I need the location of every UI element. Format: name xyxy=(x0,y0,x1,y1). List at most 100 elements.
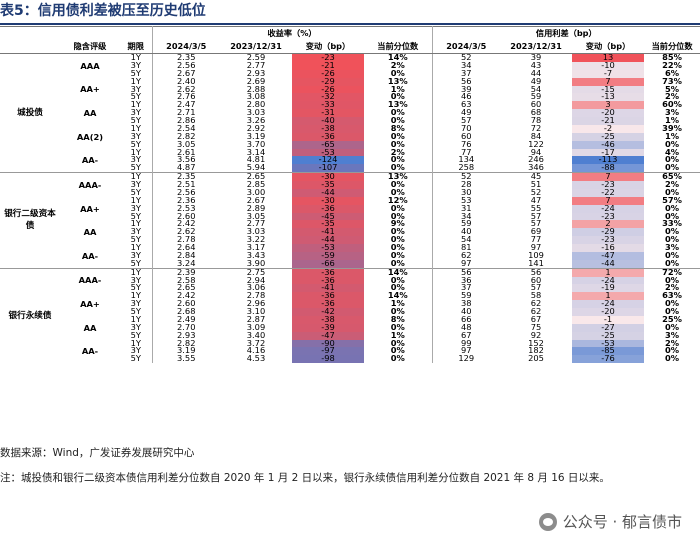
yield-change: -45 xyxy=(292,212,364,221)
spread-change: -21 xyxy=(572,117,645,125)
spread-current: 56 xyxy=(432,267,501,277)
spread-current: 99 xyxy=(461,339,472,348)
spread-current: 97 xyxy=(461,259,472,268)
spread-percentile: 60% xyxy=(662,101,682,110)
spread-change: -53 xyxy=(572,339,645,348)
yield-change: -36 xyxy=(292,276,364,285)
header-yield-change: 变动（bp） xyxy=(292,40,364,54)
yield-change: -53 xyxy=(292,244,364,252)
spread-prev: 182 xyxy=(528,347,544,356)
spread-current: 49 xyxy=(461,109,472,117)
term-cell: 5Y xyxy=(120,259,153,269)
table-row: 5Y 2.60 3.05 -45 0% 34 57 -23 0% xyxy=(0,212,700,221)
spread-change: -24 xyxy=(572,300,645,308)
spread-percentile: 2% xyxy=(665,181,680,189)
yield-change: -21 xyxy=(292,61,364,70)
spread-current: 38 xyxy=(461,300,472,308)
table-row: AA- 1Y 2.61 3.14 -53 2% 77 94 -17 4% xyxy=(0,148,700,165)
table-row: 3Y 2.51 2.85 -35 0% 28 51 -23 2% xyxy=(0,181,700,189)
spread-prev: 39 xyxy=(530,53,542,62)
spread-change: -15 xyxy=(572,85,645,94)
yield-prev: 3.43 xyxy=(246,251,266,260)
spread-percentile: 0% xyxy=(665,323,680,332)
yield-current: 2.71 xyxy=(177,109,196,117)
spread-current: 67 xyxy=(461,331,472,340)
yield-current: 2.65 xyxy=(177,284,196,293)
term-cell: 1Y xyxy=(120,244,153,252)
yield-current: 2.35 xyxy=(177,53,196,62)
term-cell: 3Y xyxy=(120,251,153,260)
spread-prev: 51 xyxy=(530,181,542,189)
table-row: 3Y 3.19 4.16 -97 0% 97 182 -85 0% xyxy=(0,347,700,356)
spread-change: -16 xyxy=(572,244,645,252)
yield-prev: 3.10 xyxy=(246,308,266,316)
yield-change: -41 xyxy=(292,284,364,293)
yield-current: 2.36 xyxy=(177,196,196,205)
spread-prev: 94 xyxy=(530,148,542,157)
table-row: 5Y 2.78 3.22 -44 0% 54 77 -23 0% xyxy=(0,236,700,244)
spread-current: 48 xyxy=(461,323,472,332)
spread-prev: 49 xyxy=(530,77,542,86)
yield-prev: 2.96 xyxy=(246,300,266,308)
spread-percentile: 0% xyxy=(665,308,680,316)
table-row: 3Y 2.70 3.09 -39 0% 48 75 -27 0% xyxy=(0,323,700,332)
header-term: 期限 xyxy=(120,40,153,54)
yield-percentile: 0% xyxy=(364,323,433,332)
term-cell: 5Y xyxy=(120,236,153,244)
yield-current: 2.42 xyxy=(177,220,196,229)
yield-prev: 2.59 xyxy=(246,53,266,62)
yield-prev: 5.94 xyxy=(246,164,266,173)
table-row: AA 1Y 2.47 2.80 -33 13% 63 60 3 60% xyxy=(0,101,700,118)
header-yield-group: 收益率（%） xyxy=(152,26,433,40)
yield-current: 3.05 xyxy=(177,140,196,149)
yield-percentile: 0% xyxy=(364,339,433,348)
table-row: 3Y 2.82 3.19 -36 0% 60 84 -25 1% xyxy=(0,132,700,141)
table-row: AA+ 1Y 2.36 2.67 -30 12% 53 47 7 57% xyxy=(0,196,700,213)
rating-label: AA+ xyxy=(80,299,100,310)
yield-change: -44 xyxy=(292,188,364,197)
term-cell: 1Y xyxy=(120,148,153,157)
yield-prev: 3.26 xyxy=(246,117,266,125)
spread-change: 3 xyxy=(572,101,645,110)
yield-prev: 2.65 xyxy=(220,172,292,181)
yield-change: -32 xyxy=(292,93,364,102)
yield-current: 2.86 xyxy=(177,117,196,125)
yield-change: -38 xyxy=(292,124,364,133)
yield-prev: 2.88 xyxy=(246,85,266,94)
spread-percentile: 0% xyxy=(665,347,680,356)
spread-current: 81 xyxy=(461,244,472,252)
term-cell: 3Y xyxy=(120,61,153,70)
yield-prev: 4.53 xyxy=(246,355,266,364)
header-spread-group: 信用利差（bp） xyxy=(432,26,700,40)
yield-percentile: 0% xyxy=(364,212,433,221)
spread-percentile: 2% xyxy=(665,93,680,102)
spread-change: 7 xyxy=(572,196,645,205)
spread-current: 46 xyxy=(461,93,472,102)
spread-prev: 60 xyxy=(530,101,542,110)
spread-percentile: 0% xyxy=(665,212,680,221)
spread-current: 59 xyxy=(461,292,472,301)
term-cell: 1Y xyxy=(120,172,153,181)
spread-prev: 77 xyxy=(530,236,542,244)
yield-percentile: 0% xyxy=(364,251,433,260)
yield-percentile: 0% xyxy=(364,259,433,269)
spread-change: 7 xyxy=(572,77,645,86)
term-cell: 5Y xyxy=(120,117,153,125)
yield-current: 2.76 xyxy=(177,93,196,102)
yield-current: 2.40 xyxy=(177,77,196,86)
spread-change: -25 xyxy=(572,132,645,141)
spread-change: 1 xyxy=(572,267,645,277)
term-cell: 3Y xyxy=(120,323,153,332)
rating-label: AA xyxy=(83,227,97,238)
spread-current: 76 xyxy=(461,140,472,149)
yield-change: -44 xyxy=(292,236,364,244)
spread-current: 36 xyxy=(461,276,472,285)
yield-percentile: 0% xyxy=(364,69,433,78)
table-body: 城投债 AAA 1Y 2.35 2.59 -23 14% 52 39 13 85% 3Y 2.56 2.7… xyxy=(0,53,700,364)
yield-current: 2.35 xyxy=(152,172,220,181)
spread-percentile: 22% xyxy=(662,61,682,70)
yield-change: -36 xyxy=(292,132,364,141)
spread-percentile: 39% xyxy=(662,124,682,133)
spread-change: -27 xyxy=(572,323,645,332)
spread-prev: 59 xyxy=(530,93,542,102)
